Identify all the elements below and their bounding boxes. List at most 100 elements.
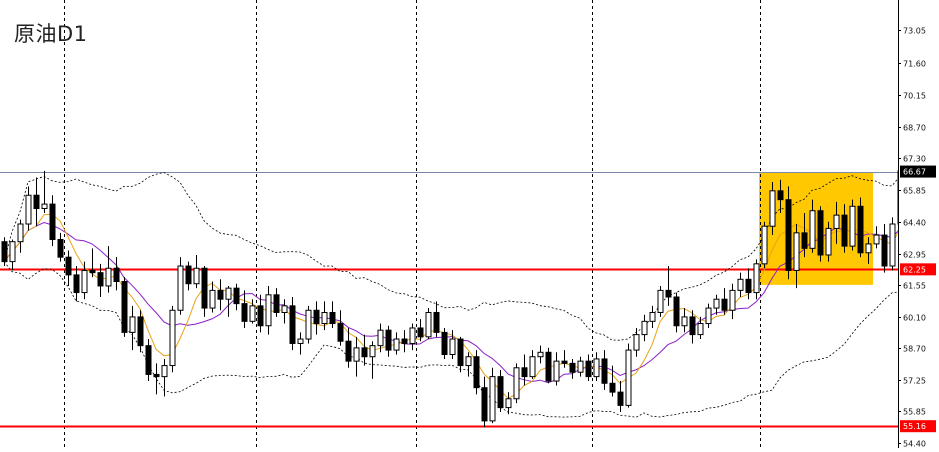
candle-65[interactable] (521, 354, 528, 386)
candle-110[interactable] (881, 224, 888, 273)
candle-11[interactable] (89, 248, 96, 278)
candle-58[interactable] (465, 352, 472, 377)
candle-99[interactable] (793, 224, 800, 289)
candle-26[interactable] (209, 281, 216, 313)
candle-49[interactable] (393, 332, 400, 355)
candle-101[interactable] (809, 199, 816, 253)
candle-21[interactable] (169, 305, 176, 373)
candle-18[interactable] (145, 339, 152, 382)
candle-47[interactable] (377, 323, 384, 353)
candle-56[interactable] (449, 330, 456, 359)
candle-50[interactable] (401, 330, 408, 353)
candle-24[interactable] (193, 254, 200, 289)
candle-93[interactable] (745, 268, 752, 300)
candle-6[interactable] (49, 195, 56, 247)
candle-84[interactable] (673, 292, 680, 333)
candle-59[interactable] (473, 350, 480, 395)
candle-14[interactable] (113, 257, 120, 291)
candle-64[interactable] (513, 363, 520, 404)
candle-16[interactable] (129, 305, 136, 351)
candle-2[interactable] (17, 219, 24, 253)
candle-82[interactable] (657, 285, 664, 317)
candle-105[interactable] (841, 204, 848, 253)
candle-109[interactable] (873, 226, 880, 249)
candle-103[interactable] (825, 221, 832, 262)
candle-104[interactable] (833, 201, 840, 244)
candle-39[interactable] (313, 301, 320, 335)
candle-1[interactable] (9, 239, 16, 271)
candle-45[interactable] (361, 334, 368, 366)
candle-40[interactable] (321, 301, 328, 331)
candle-17[interactable] (137, 310, 144, 353)
candle-76[interactable] (609, 365, 616, 397)
candle-80[interactable] (641, 314, 648, 342)
candle-36[interactable] (289, 297, 296, 351)
candle-35[interactable] (281, 299, 288, 324)
candle-102[interactable] (817, 206, 824, 262)
candle-51[interactable] (409, 323, 416, 351)
candle-20[interactable] (161, 358, 168, 397)
candle-61[interactable] (489, 367, 496, 424)
candle-71[interactable] (569, 358, 576, 379)
candle-87[interactable] (697, 316, 704, 340)
candle-4[interactable] (33, 177, 40, 227)
candle-62[interactable] (497, 370, 504, 413)
candle-48[interactable] (385, 325, 392, 357)
candle-33[interactable] (265, 285, 272, 335)
candle-44[interactable] (353, 336, 360, 377)
candle-13[interactable] (105, 246, 112, 293)
candle-66[interactable] (529, 350, 536, 379)
candle-42[interactable] (337, 310, 344, 346)
candle-46[interactable] (369, 341, 376, 379)
candle-88[interactable] (705, 303, 712, 328)
candle-106[interactable] (849, 199, 856, 251)
candle-86[interactable] (689, 310, 696, 344)
candle-75[interactable] (601, 350, 608, 390)
candle-19[interactable] (153, 363, 160, 395)
candle-60[interactable] (481, 376, 488, 428)
candle-92[interactable] (737, 272, 744, 297)
candle-7[interactable] (57, 232, 64, 262)
candle-53[interactable] (425, 308, 432, 340)
candle-73[interactable] (585, 354, 592, 382)
candle-85[interactable] (681, 308, 688, 333)
candle-96[interactable] (769, 181, 776, 236)
candle-10[interactable] (81, 261, 88, 300)
candle-3[interactable] (25, 186, 32, 231)
candle-108[interactable] (865, 237, 872, 264)
candle-68[interactable] (545, 347, 552, 384)
candle-5[interactable] (41, 170, 48, 213)
candle-32[interactable] (257, 294, 264, 333)
candle-41[interactable] (329, 301, 336, 328)
candle-28[interactable] (225, 285, 232, 317)
candle-94[interactable] (753, 259, 760, 300)
candle-55[interactable] (441, 327, 448, 359)
candle-83[interactable] (665, 266, 672, 306)
candle-78[interactable] (625, 343, 632, 408)
candle-0[interactable] (1, 237, 8, 267)
candle-98[interactable] (785, 186, 792, 280)
candle-63[interactable] (505, 392, 512, 415)
candle-23[interactable] (185, 261, 192, 291)
candle-74[interactable] (593, 352, 600, 382)
candle-81[interactable] (649, 305, 656, 328)
candle-9[interactable] (73, 266, 80, 302)
candle-54[interactable] (433, 301, 440, 337)
candle-15[interactable] (121, 277, 128, 337)
candle-37[interactable] (297, 332, 304, 355)
candle-100[interactable] (801, 212, 808, 258)
candle-89[interactable] (713, 294, 720, 315)
candle-31[interactable] (249, 299, 256, 324)
candle-72[interactable] (577, 356, 584, 377)
candle-12[interactable] (97, 263, 104, 297)
candle-97[interactable] (777, 179, 784, 213)
candle-52[interactable] (417, 319, 424, 342)
candle-8[interactable] (65, 250, 72, 286)
candle-107[interactable] (857, 197, 864, 258)
candle-57[interactable] (457, 336, 464, 373)
candle-22[interactable] (177, 257, 184, 315)
candle-70[interactable] (561, 350, 568, 368)
candle-90[interactable] (721, 288, 728, 315)
